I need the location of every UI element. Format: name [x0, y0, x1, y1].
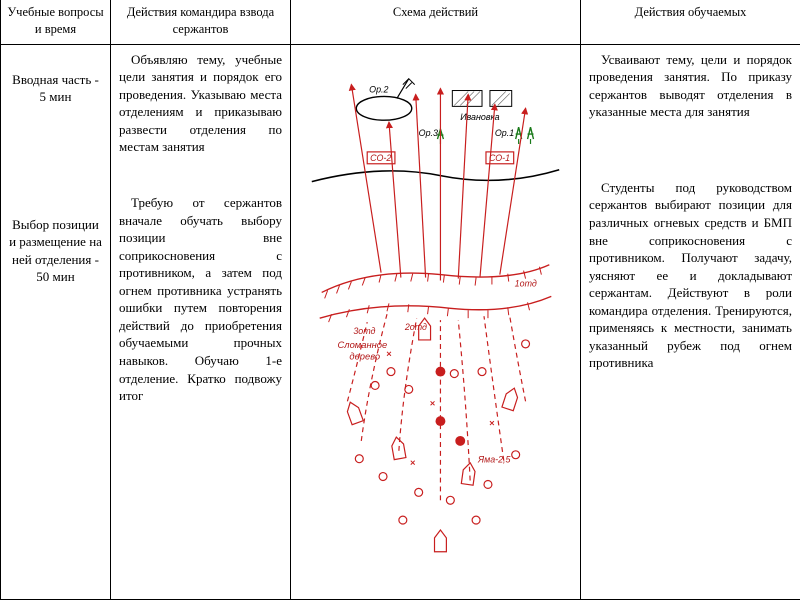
cmdr-block-2: Требую от сержантов вначале обучать выбо… [119, 194, 282, 405]
label-pit: Яма-2,5 [477, 454, 510, 464]
label-op1: Ор.1 [495, 128, 514, 138]
town-ivanovka [452, 90, 511, 106]
label-3otd: 3отд [353, 326, 375, 336]
cell-trainees: Усваивают тему, цели и порядок проведени… [581, 44, 800, 599]
time-block-2: Выбор позиции и размещение на ней отделе… [9, 216, 102, 286]
label-so2: СО-2 [370, 153, 391, 163]
cell-time: Вводная часть - 5 мин Выбор позиции и ра… [1, 44, 111, 599]
header-time: Учебные вопросы и время [1, 0, 111, 44]
label-so1: СО-1 [489, 153, 510, 163]
training-plan-table: Учебные вопросы и время Действия команди… [0, 0, 800, 600]
time-block-1: Вводная часть - 5 мин [9, 71, 102, 106]
op2-antenna-head [403, 78, 415, 88]
tactical-scheme: Ор.2 Ивановка [291, 45, 580, 599]
header-scheme: Схема действий [291, 0, 581, 44]
header-row: Учебные вопросы и время Действия команди… [1, 0, 800, 44]
header-commander: Действия командира взвода сержантов [111, 0, 291, 44]
body-row: Вводная часть - 5 мин Выбор позиции и ра… [1, 44, 800, 599]
label-op3: Ор.3 [419, 128, 438, 138]
defensive-front [320, 264, 552, 321]
cell-commander: Объявляю тему, учебные цели занятия и по… [111, 44, 291, 599]
op2-antenna [397, 78, 409, 98]
landmark-op1 [516, 127, 534, 144]
cmdr-block-1: Объявляю тему, учебные цели занятия и по… [119, 51, 282, 156]
cell-scheme: Ор.2 Ивановка [291, 44, 581, 599]
train-block-1: Усваивают тему, цели и порядок проведени… [589, 51, 792, 121]
header-trainees: Действия обучаемых [581, 0, 800, 44]
label-1otd: 1отд [515, 278, 537, 288]
label-op2: Ор.2 [369, 84, 388, 94]
train-block-2: Студенты под руководством сержантов выби… [589, 179, 792, 372]
landmark-op2 [356, 96, 411, 120]
horizon-line [312, 169, 559, 181]
